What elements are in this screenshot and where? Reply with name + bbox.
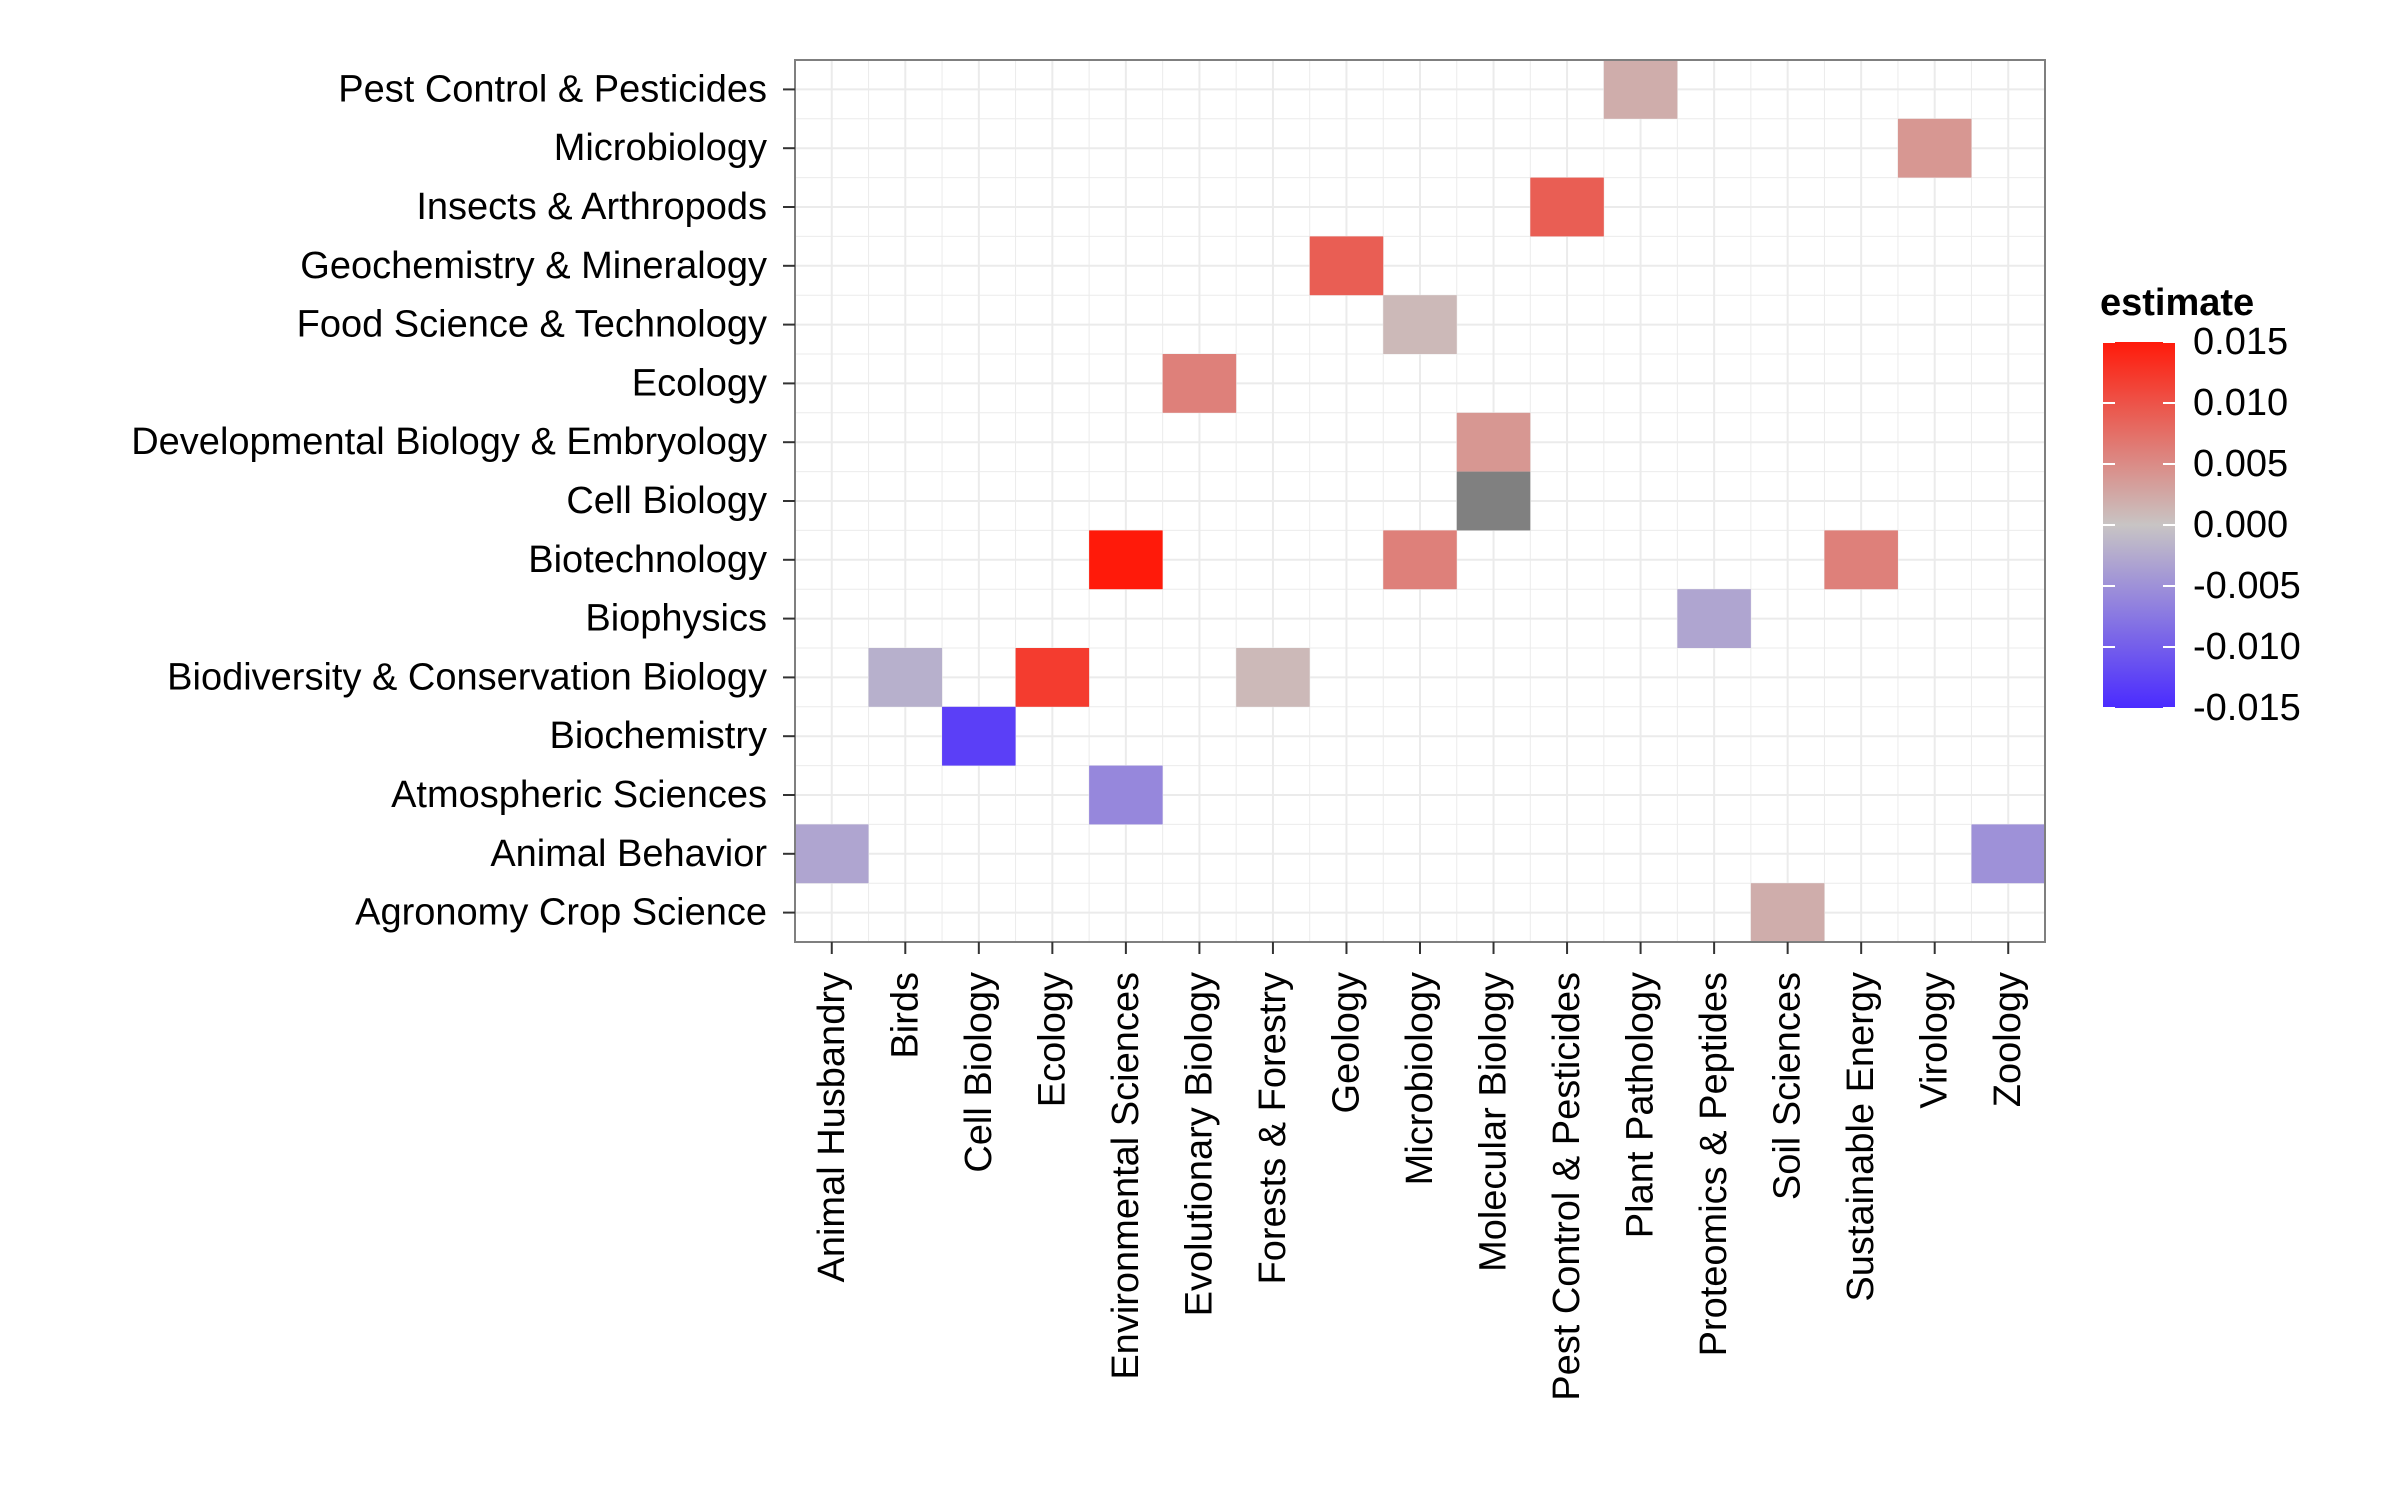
heatmap-cell <box>1309 236 1384 296</box>
y-tick-label: Biodiversity & Conservation Biology <box>167 656 767 698</box>
x-axis: Animal Husbandry Birds Cell Biology Ecology… <box>811 942 2029 1401</box>
x-tick-label: Ecology <box>1031 972 1073 1107</box>
y-tick-label: Microbiology <box>554 127 767 169</box>
x-tick-label: Molecular Biology <box>1473 972 1515 1272</box>
legend-label: 0.000 <box>2193 504 2288 546</box>
heatmap-cell <box>1897 118 1972 178</box>
x-tick-label: Soil Sciences <box>1767 972 1809 1200</box>
y-tick-label: Food Science & Technology <box>297 304 767 346</box>
legend-label: 0.010 <box>2193 382 2288 424</box>
y-tick-label: Agronomy Crop Science <box>355 892 767 934</box>
heatmap-cell <box>1383 530 1457 590</box>
heatmap-cell <box>1456 471 1531 531</box>
x-tick-label: Evolutionary Biology <box>1178 972 1220 1316</box>
y-tick-label: Biotechnology <box>528 539 767 581</box>
y-tick-label: Cell Biology <box>566 480 767 522</box>
legend-title: estimate <box>2100 282 2254 324</box>
heatmap-cells <box>795 60 2045 942</box>
legend-label: -0.005 <box>2193 565 2301 607</box>
heatmap-cell <box>1971 824 2045 884</box>
legend-label: 0.005 <box>2193 443 2288 485</box>
legend-label: 0.015 <box>2193 321 2288 363</box>
x-tick-label: Zoology <box>1987 972 2029 1107</box>
y-tick-label: Ecology <box>632 362 767 404</box>
x-tick-label: Plant Pathology <box>1620 972 1662 1238</box>
y-axis: Agronomy Crop Science Animal Behavior Atmo… <box>131 68 795 934</box>
x-tick-label: Microbiology <box>1399 972 1441 1185</box>
y-tick-label: Geochemistry & Mineralogy <box>300 245 767 287</box>
x-tick-label: Geology <box>1325 972 1367 1114</box>
x-tick-label: Virology <box>1914 972 1956 1109</box>
heatmap-cell <box>1456 412 1531 472</box>
y-tick-label: Biophysics <box>585 598 767 640</box>
heatmap-cell <box>942 706 1016 766</box>
y-tick-label: Developmental Biology & Embryology <box>131 421 767 463</box>
heatmap-cell <box>1383 295 1457 354</box>
x-tick-label: Proteomics & Peptides <box>1693 972 1735 1356</box>
x-tick-label: Forests & Forestry <box>1252 972 1294 1285</box>
heatmap-cell <box>1677 589 1751 648</box>
heatmap-cell <box>1824 530 1898 590</box>
heatmap-cell <box>1236 648 1310 707</box>
heatmap-cell <box>1603 60 1678 119</box>
heatmap-cell <box>1162 354 1237 413</box>
legend-label: -0.015 <box>2193 687 2301 729</box>
x-tick-label: Birds <box>884 972 926 1059</box>
x-tick-label: Cell Biology <box>958 972 1000 1173</box>
heatmap-cell <box>1750 883 1825 942</box>
y-tick-label: Biochemistry <box>550 715 768 757</box>
heatmap-cell <box>1089 765 1163 825</box>
y-tick-label: Pest Control & Pesticides <box>338 68 767 110</box>
x-tick-label: Pest Control & Pesticides <box>1546 972 1588 1401</box>
x-tick-label: Sustainable Energy <box>1840 972 1882 1302</box>
x-tick-label: Animal Husbandry <box>811 972 853 1282</box>
heatmap-cell <box>795 824 869 884</box>
heatmap-cell <box>1089 530 1163 590</box>
heatmap-cell <box>1015 648 1090 707</box>
y-tick-label: Insects & Arthropods <box>416 186 767 228</box>
heatmap-cell <box>868 648 943 707</box>
y-tick-label: Atmospheric Sciences <box>391 774 767 816</box>
heatmap-cell <box>1530 177 1604 237</box>
y-tick-label: Animal Behavior <box>490 833 767 875</box>
legend-label: -0.010 <box>2193 626 2301 668</box>
x-tick-label: Environmental Sciences <box>1105 972 1147 1380</box>
